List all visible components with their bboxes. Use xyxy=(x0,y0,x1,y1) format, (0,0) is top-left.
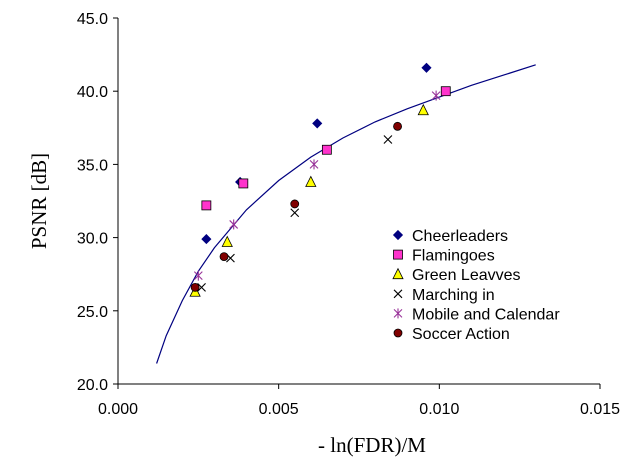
x-tick-label: 0.000 xyxy=(98,401,138,418)
y-tick-label: 40.0 xyxy=(77,84,108,101)
data-point xyxy=(290,199,300,209)
legend-label: Soccer Action xyxy=(412,326,510,343)
legend-item: Mobile and Calendar xyxy=(393,306,560,323)
x-tick-label: 0.005 xyxy=(259,401,299,418)
data-point xyxy=(393,121,402,131)
data-point xyxy=(229,219,239,230)
legend-marker xyxy=(393,328,403,338)
y-tick-label: 30.0 xyxy=(77,231,108,248)
legend-item: Flamingoes xyxy=(393,248,495,265)
legend-marker xyxy=(393,249,403,260)
y-axis-title: PSNR [dB] xyxy=(27,153,51,249)
data-point xyxy=(190,282,200,292)
data-point xyxy=(238,178,249,189)
legend-label: Green Leavves xyxy=(412,267,521,284)
legend-item: Cheerleaders xyxy=(392,228,508,245)
legend-marker xyxy=(392,229,404,241)
plot-area: 20.0 25.0 30.0 35.0 40.0 45.0 0.000 0.005 0.010… xyxy=(77,11,620,418)
data-point xyxy=(421,62,432,73)
data-point xyxy=(201,200,212,211)
data-point xyxy=(417,103,429,116)
legend-label: Flamingoes xyxy=(412,248,495,265)
data-point xyxy=(312,118,323,129)
data-point xyxy=(309,159,319,170)
x-tick-group: 0.000 0.005 0.010 0.015 xyxy=(98,384,620,418)
data-point xyxy=(383,135,393,144)
data-point xyxy=(221,235,233,247)
data-point xyxy=(321,144,332,155)
y-tick-label: 20.0 xyxy=(77,377,108,394)
legend-marker xyxy=(393,308,403,319)
data-point xyxy=(219,252,229,262)
legend-marker xyxy=(392,267,404,280)
legend-label: Mobile and Calendar xyxy=(412,306,560,323)
data-point xyxy=(201,233,212,245)
y-tick-label: 45.0 xyxy=(77,11,108,28)
legend-label: Marching in xyxy=(412,287,495,304)
legend-item: Marching in xyxy=(393,287,495,304)
data-point xyxy=(440,86,451,97)
data-point xyxy=(305,175,317,187)
x-axis-title: - ln(FDR)/M xyxy=(318,433,426,457)
legend: Cheerleaders Flamingoes Green Leavves March… xyxy=(392,228,560,343)
legend-marker xyxy=(393,289,403,299)
fit-curve xyxy=(156,64,536,364)
y-tick-label: 35.0 xyxy=(77,157,108,174)
marker-group xyxy=(189,62,451,297)
data-point xyxy=(197,282,206,292)
x-tick-label: 0.010 xyxy=(419,401,459,418)
data-point xyxy=(193,270,203,281)
y-tick-group: 20.0 25.0 30.0 35.0 40.0 45.0 xyxy=(77,11,118,394)
data-point xyxy=(431,90,441,101)
data-point xyxy=(290,208,300,218)
legend-item: Soccer Action xyxy=(393,326,510,343)
legend-item: Green Leavves xyxy=(392,267,521,284)
y-tick-label: 25.0 xyxy=(77,304,108,321)
legend-label: Cheerleaders xyxy=(412,228,508,245)
x-tick-label: 0.015 xyxy=(580,401,620,418)
